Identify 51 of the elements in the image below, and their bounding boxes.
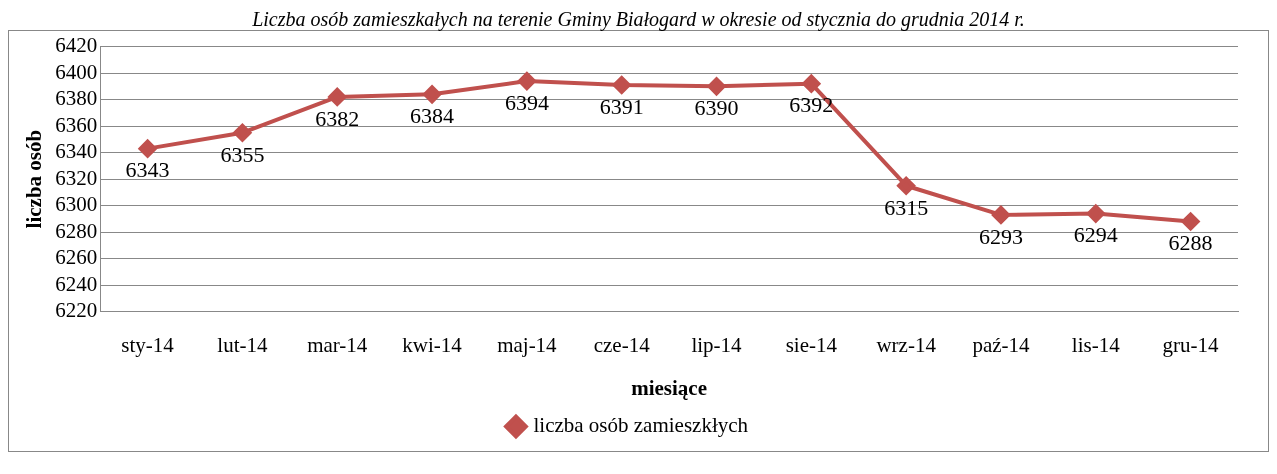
x-tick-label: wrz-14 <box>876 332 937 357</box>
point <box>233 123 252 142</box>
y-tick-label: 6220 <box>55 298 98 323</box>
y-tick-label: 6260 <box>55 245 98 270</box>
point <box>707 77 726 96</box>
x-tick-label: lis-14 <box>1071 332 1121 357</box>
x-tick-label: lip-14 <box>691 332 743 357</box>
point <box>423 85 442 104</box>
data-label: 6288 <box>1168 230 1213 256</box>
point <box>1086 204 1105 223</box>
y-axis-title: liczba osób <box>22 129 47 229</box>
x-tick-label: gru-14 <box>1162 332 1220 357</box>
y-tick-label: 6280 <box>55 218 98 243</box>
point <box>991 205 1010 224</box>
y-tick-label: 6400 <box>55 59 98 84</box>
x-tick-label: mar-14 <box>307 332 368 357</box>
data-label: 6315 <box>884 194 929 220</box>
data-label: 6391 <box>599 93 644 119</box>
legend-label: liczba osób zamieszkłych <box>533 413 749 438</box>
point <box>612 76 631 95</box>
data-label: 6390 <box>694 95 739 121</box>
point <box>328 87 347 106</box>
y-tick-label: 6300 <box>55 192 98 217</box>
data-label: 6293 <box>978 223 1023 249</box>
chart-title: Liczba osób zamieszkałych na terenie Gminy Białogard w okresie od stycznia do grudnia 2014 r. <box>251 8 1026 30</box>
x-tick-label: paź-14 <box>972 332 1031 357</box>
data-label: 6343 <box>125 157 170 183</box>
x-tick-label: maj-14 <box>497 332 558 357</box>
point <box>802 74 821 93</box>
y-tick-label: 6340 <box>55 139 98 164</box>
y-tick-label: 6360 <box>55 112 98 137</box>
data-label: 6392 <box>789 92 834 118</box>
data-label: 6382 <box>315 105 360 131</box>
y-tick-label: 6240 <box>55 271 98 296</box>
data-label: 6355 <box>220 141 265 167</box>
x-tick-label: sie-14 <box>785 332 838 357</box>
y-tick-label: 6380 <box>55 86 98 111</box>
data-label: 6384 <box>410 103 455 129</box>
x-tick-label: sty-14 <box>121 332 175 357</box>
y-tick-label: 6420 <box>55 33 98 58</box>
x-tick-label: lut-14 <box>217 332 268 357</box>
point <box>897 176 916 195</box>
point <box>1181 212 1200 231</box>
y-tick-label: 6320 <box>55 165 98 190</box>
data-label: 6294 <box>1073 222 1118 248</box>
point <box>138 139 157 158</box>
x-axis-title: miesiące <box>631 375 707 400</box>
x-tick-label: cze-14 <box>593 332 651 357</box>
data-label: 6394 <box>504 89 549 115</box>
point <box>517 72 536 91</box>
x-tick-label: kwi-14 <box>402 332 463 357</box>
